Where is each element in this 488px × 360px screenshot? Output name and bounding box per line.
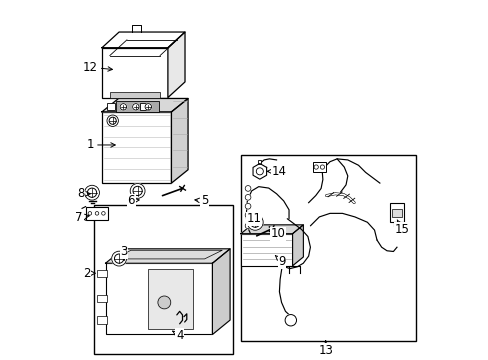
Circle shape [244,203,250,209]
Circle shape [107,115,118,126]
Circle shape [247,214,263,230]
Bar [241,154,415,341]
Bar [85,207,107,220]
Bar [241,234,292,266]
Circle shape [133,186,142,195]
Text: 3: 3 [120,246,127,260]
Circle shape [114,254,123,263]
Bar [94,205,233,354]
Circle shape [285,315,296,326]
Circle shape [111,251,126,266]
Bar [102,112,171,183]
Circle shape [244,212,250,218]
Text: 7: 7 [75,211,89,224]
Text: 14: 14 [267,165,286,178]
Bar [97,316,107,324]
Bar [110,92,160,98]
Circle shape [130,184,145,198]
Circle shape [84,185,99,200]
Bar [102,48,167,98]
Polygon shape [171,99,188,183]
Text: 15: 15 [394,220,409,236]
Text: 8: 8 [77,187,90,200]
Bar [391,210,401,217]
Bar [140,103,149,111]
Polygon shape [167,32,184,98]
Circle shape [244,185,250,191]
Circle shape [145,104,151,110]
Bar [105,263,212,334]
Circle shape [244,194,250,200]
Text: 9: 9 [275,255,285,268]
Polygon shape [102,99,188,112]
Text: 5: 5 [195,194,208,207]
Circle shape [158,296,170,309]
Polygon shape [292,225,303,266]
Text: 1: 1 [87,139,115,152]
Text: 11: 11 [246,212,261,226]
Circle shape [120,104,126,110]
Text: 12: 12 [83,61,112,74]
Text: 13: 13 [318,341,332,357]
Text: 10: 10 [268,227,285,240]
Circle shape [87,188,97,197]
Circle shape [250,217,260,227]
Circle shape [256,168,263,175]
Polygon shape [212,249,229,334]
Bar [116,102,159,112]
Bar [106,103,115,111]
Text: 2: 2 [83,267,95,280]
Bar [389,203,403,222]
Bar [312,162,325,172]
Text: 4: 4 [172,329,183,342]
Bar [97,270,107,278]
Text: 6: 6 [127,194,139,207]
Polygon shape [252,163,266,179]
Circle shape [132,104,139,110]
Circle shape [244,223,250,229]
Polygon shape [105,249,229,263]
Circle shape [109,117,116,124]
Bar [97,294,107,302]
Bar [148,269,193,329]
Polygon shape [241,225,303,234]
Bar [258,160,261,164]
